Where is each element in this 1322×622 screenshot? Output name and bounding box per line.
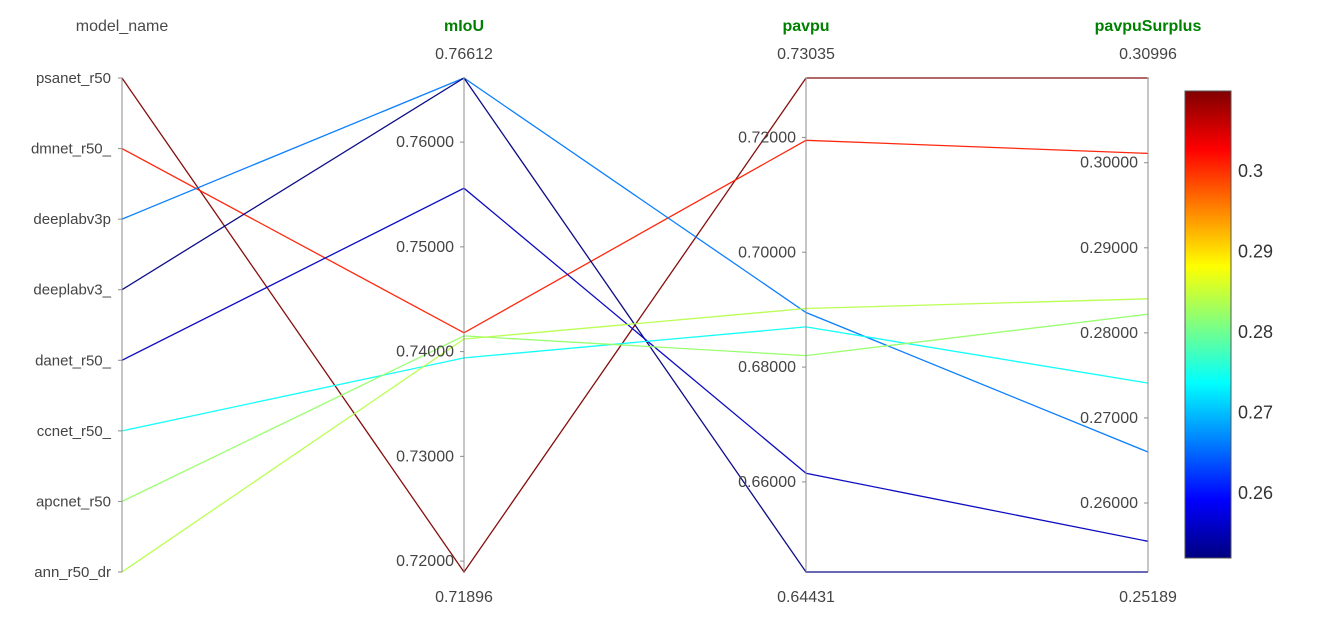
tick-label: 0.29000 [1080, 240, 1138, 257]
tick-label: 0.26000 [1080, 495, 1138, 512]
category-label: deeplabv3p [33, 211, 111, 228]
range-max-label: 0.73035 [777, 46, 835, 63]
tick-label: 0.28000 [1080, 325, 1138, 342]
tick-label: 0.30000 [1080, 155, 1138, 172]
colorbar-gradient [1184, 90, 1232, 559]
category-label: apcnet_r50 [36, 493, 111, 510]
colorbar-tick-label: 0.3 [1238, 161, 1263, 181]
axis-model_name: model_name psanet_r50 dmnet_r50_ deeplabv3p… [31, 18, 168, 581]
tick-label: 0.74000 [396, 344, 454, 361]
category-label: ann_r50_dr [34, 564, 111, 581]
axis-title[interactable]: model_name [76, 18, 169, 35]
axis-pavpu: pavpu 0.73035 0.64431 0.66000 0.68000 0.70000… [738, 18, 835, 606]
colorbar: 0.26 0.27 0.28 0.29 0.3 [1184, 90, 1273, 559]
tick-label: 0.72000 [396, 553, 454, 570]
category-label: deeplabv3_ [33, 282, 111, 299]
colorbar-tick-label: 0.29 [1238, 242, 1273, 262]
axis-title[interactable]: pavpu [782, 18, 829, 35]
tick-label: 0.76000 [396, 134, 454, 151]
range-max-label: 0.76612 [435, 46, 493, 63]
line-ccnet_r50_ [121, 326, 1149, 432]
axes: model_name psanet_r50 dmnet_r50_ deeplabv3p… [31, 18, 1202, 606]
data-lines [121, 77, 1149, 574]
line-danet_r50_ [121, 187, 1149, 542]
tick-label: 0.70000 [738, 244, 796, 261]
colorbar-tick-label: 0.26 [1238, 483, 1273, 503]
tick-label: 0.68000 [738, 359, 796, 376]
range-min-label: 0.25189 [1119, 589, 1177, 606]
category-label: psanet_r50 [36, 70, 111, 87]
line-apcnet_r50 [121, 313, 1149, 502]
colorbar-tick-label: 0.27 [1238, 402, 1273, 422]
axis-title[interactable]: mIoU [444, 18, 484, 35]
colorbar-tick-label: 0.28 [1238, 322, 1273, 342]
tick-label: 0.66000 [738, 474, 796, 491]
category-label: danet_r50_ [35, 352, 112, 369]
axis-pavpuSurplus: pavpuSurplus 0.30996 0.25189 0.26000 0.27000… [1080, 18, 1201, 606]
category-label: ccnet_r50_ [37, 423, 112, 440]
range-max-label: 0.30996 [1119, 46, 1177, 63]
line-deeplabv3p [121, 77, 1149, 453]
tick-label: 0.75000 [396, 239, 454, 256]
range-min-label: 0.71896 [435, 589, 493, 606]
tick-label: 0.27000 [1080, 410, 1138, 427]
tick-label: 0.72000 [738, 129, 796, 146]
line-deeplabv3_ [121, 77, 1148, 573]
category-label: dmnet_r50_ [31, 141, 112, 158]
line-dmnet_r50_ [121, 139, 1149, 334]
axis-mIoU: mIoU 0.76612 0.71896 0.72000 0.73000 0.74000 0… [396, 18, 493, 606]
axis-title[interactable]: pavpuSurplus [1095, 18, 1202, 35]
range-min-label: 0.64431 [777, 589, 835, 606]
tick-label: 0.73000 [396, 448, 454, 465]
line-ann_r50_dr [121, 298, 1149, 573]
